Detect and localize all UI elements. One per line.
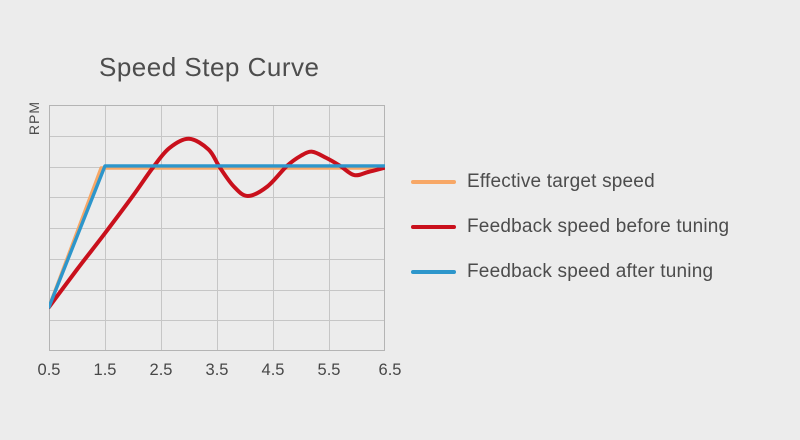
x-tick: 2.5 <box>149 361 173 379</box>
plot-svg <box>49 105 385 351</box>
legend-swatch-blue <box>411 270 456 274</box>
y-axis-label: RPM <box>26 100 42 136</box>
x-tick: 0.5 <box>37 361 61 379</box>
legend-item-feedback-before-tuning: Feedback speed before tuning <box>411 216 730 237</box>
legend-swatch-orange <box>411 180 456 184</box>
x-tick: 3.5 <box>205 361 229 379</box>
legend-label: Feedback speed before tuning <box>467 216 730 237</box>
x-tick: 5.5 <box>317 361 341 379</box>
x-tick: 6.5 <box>378 361 402 379</box>
legend-label: Effective target speed <box>467 171 655 192</box>
plot-area <box>49 105 385 351</box>
legend-item-feedback-after-tuning: Feedback speed after tuning <box>411 261 729 282</box>
series-feedback-after-tuning <box>49 164 385 309</box>
grid <box>49 105 385 351</box>
x-tick: 4.5 <box>261 361 285 379</box>
x-tick: 1.5 <box>93 361 117 379</box>
grid-border <box>49 105 385 351</box>
x-axis-ticks: 0.5 1.5 2.5 3.5 4.5 5.5 6.5 <box>0 361 800 381</box>
chart-title: Speed Step Curve <box>99 52 320 82</box>
legend: Effective target speed Feedback speed be… <box>411 171 730 307</box>
legend-label: Feedback speed after tuning <box>467 261 714 282</box>
legend-item-effective-target-speed: Effective target speed <box>411 171 729 192</box>
legend-swatch-red <box>411 225 456 229</box>
